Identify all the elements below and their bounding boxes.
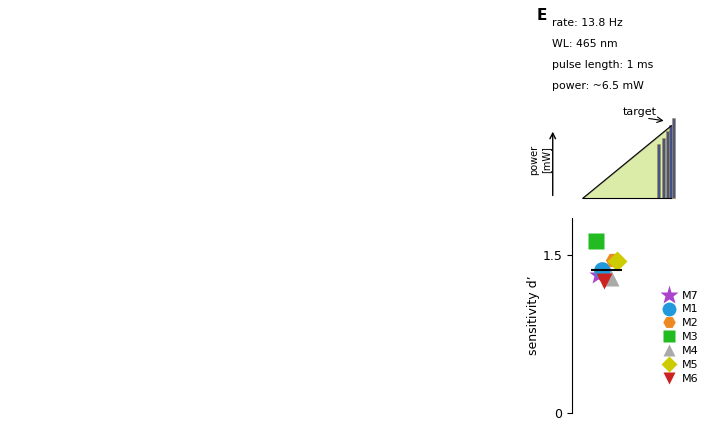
Y-axis label: sensitivity d’: sensitivity d’: [527, 276, 539, 355]
Bar: [662, 138, 665, 198]
Legend: M7, M1, M2, M3, M4, M5, M6: M7, M1, M2, M3, M4, M5, M6: [658, 290, 699, 384]
Bar: [666, 131, 669, 198]
Bar: [672, 118, 675, 198]
Text: power
[mW]: power [mW]: [530, 145, 551, 175]
Text: WL: 465 nm: WL: 465 nm: [552, 39, 617, 49]
Text: rate: 13.8 Hz: rate: 13.8 Hz: [552, 18, 623, 28]
Text: E: E: [537, 8, 547, 23]
Text: power: ~6.5 mW: power: ~6.5 mW: [552, 81, 644, 91]
Bar: [657, 144, 660, 198]
Text: pulse length: 1 ms: pulse length: 1 ms: [552, 60, 653, 70]
Text: target: target: [622, 107, 656, 117]
Polygon shape: [583, 126, 671, 198]
Bar: [669, 125, 672, 198]
